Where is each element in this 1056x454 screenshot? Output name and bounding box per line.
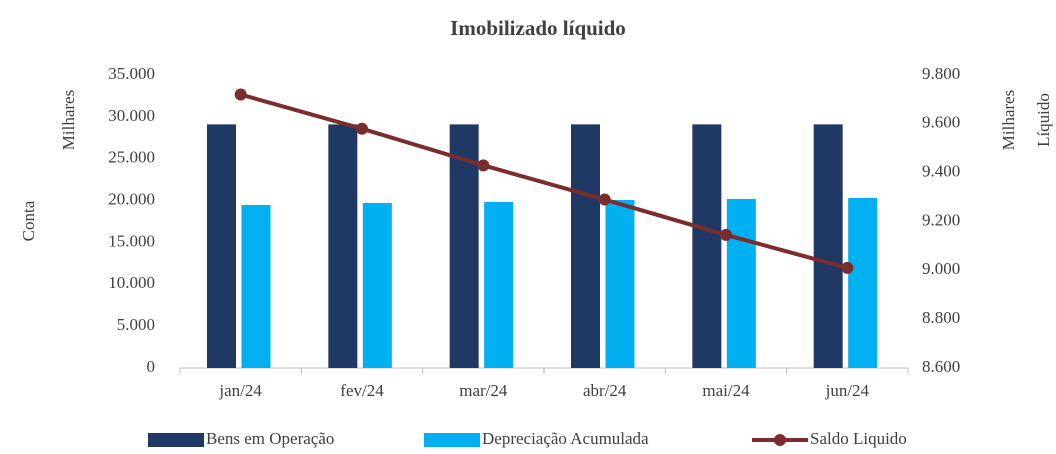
bar [848, 197, 878, 368]
x-tick-label: mar/24 [459, 381, 508, 400]
bar [692, 124, 722, 369]
y2-tick-label: 9.000 [922, 259, 960, 278]
line-marker [477, 159, 490, 172]
bar [484, 201, 514, 368]
x-tick-label: mai/24 [702, 381, 750, 400]
y-tick-label: 35.000 [108, 64, 155, 83]
y2-axis-label: Líquido [1034, 93, 1053, 147]
y2-tick-label: 9.400 [922, 162, 960, 181]
legend-label: Saldo Liquido [810, 429, 907, 448]
chart-title: Imobilizado líquido [450, 16, 626, 40]
line-marker [598, 193, 611, 206]
y-tick-label: 15.000 [108, 231, 155, 250]
bar [571, 124, 600, 369]
line-marker [720, 228, 732, 241]
line [240, 92, 848, 270]
bar [813, 124, 843, 369]
y2-tick-label: 8.800 [922, 308, 960, 327]
y-tick-label: 30.000 [108, 106, 155, 125]
bar [726, 198, 756, 368]
y-tick-label: 5.000 [117, 315, 155, 334]
bar [362, 202, 392, 368]
x-tick-label: fev/24 [340, 381, 384, 400]
y2-tick-label: 9.800 [922, 64, 960, 83]
x-tick-label: jun/24 [825, 381, 870, 400]
y2-tick-label: 9.600 [922, 113, 960, 132]
bar [328, 124, 358, 369]
line-marker [234, 88, 247, 101]
bar [241, 205, 271, 368]
legend-swatch [148, 433, 204, 447]
bar [605, 199, 635, 368]
x-tick-label: abr/24 [583, 381, 627, 400]
y2-tick-label: 9.200 [922, 210, 960, 229]
bar [449, 124, 479, 369]
bar [207, 124, 236, 369]
legend-swatch [774, 434, 786, 446]
legend-label: Bens em Operação [206, 429, 334, 448]
y2-axis-units: Milhares [999, 90, 1018, 150]
legend-swatch [424, 433, 480, 447]
y-tick-label: 10.000 [108, 273, 155, 292]
y2-tick-label: 8.600 [922, 357, 960, 376]
y-tick-label: 25.000 [108, 148, 155, 167]
y-tick-label: 20.000 [108, 189, 155, 208]
line-marker [356, 122, 368, 135]
legend-label: Depreciação Acumulada [482, 429, 649, 448]
y-axis-label: Conta [19, 200, 38, 241]
x-tick-label: jan/24 [218, 381, 262, 400]
y-axis-units: Milhares [59, 90, 78, 150]
y-tick-label: 0 [147, 357, 156, 376]
line-marker [841, 261, 854, 274]
